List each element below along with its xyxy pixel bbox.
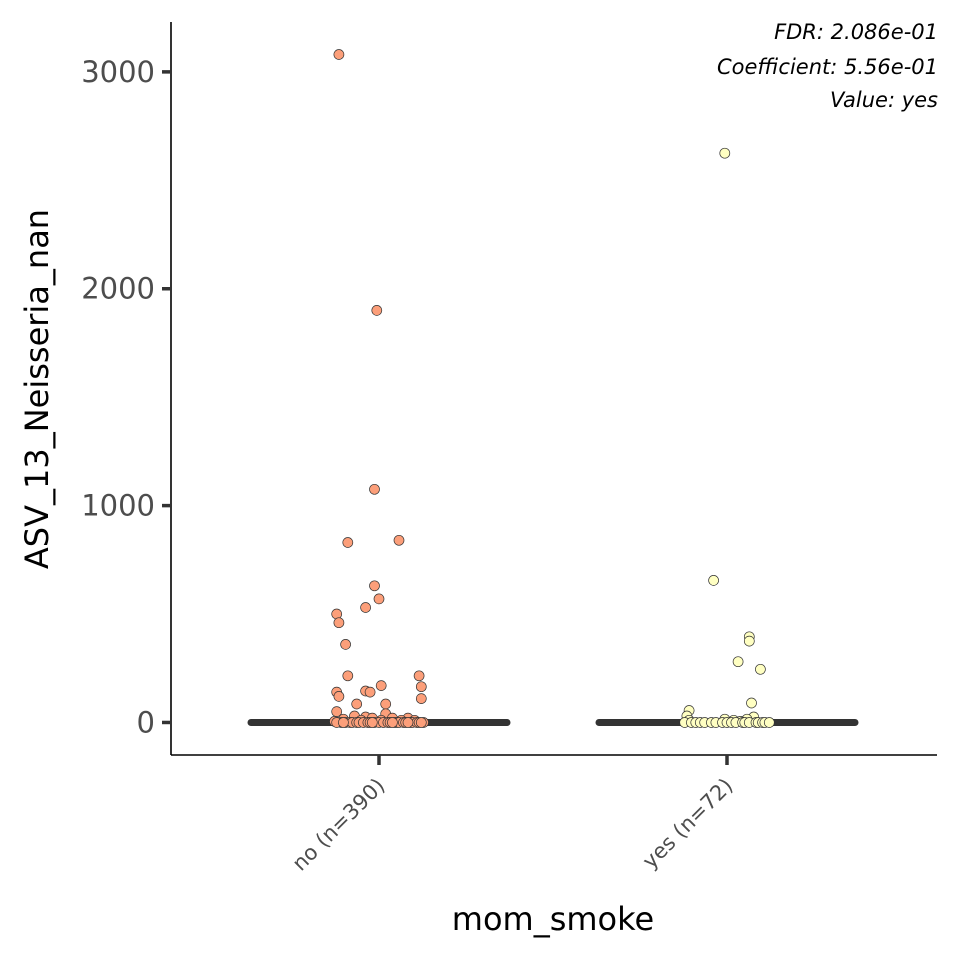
annotations: FDR: 2.086e-01 Coefficient: 5.56e-01 Val… [717, 20, 938, 112]
data-point [719, 147, 731, 159]
y-axis-title: ASV_13_Neisseria_nan [18, 209, 56, 569]
x-tick-label: yes (n=72) [638, 774, 738, 874]
data-point [369, 580, 380, 592]
data-point [763, 717, 775, 728]
data-point [331, 608, 343, 620]
data-point [413, 670, 425, 682]
y-tick-label: 0 [137, 705, 155, 739]
y-tick-label: 1000 [81, 489, 155, 523]
data-point [369, 483, 380, 495]
data-point [373, 593, 385, 605]
data-point [393, 534, 405, 546]
data-point [333, 691, 345, 702]
annotation-value: Value: yes [830, 88, 938, 112]
data-point [340, 639, 351, 650]
data-point [415, 693, 427, 704]
data-point [364, 686, 376, 698]
data-point [360, 602, 371, 613]
data-point [338, 717, 349, 728]
data-point [708, 575, 719, 586]
y-tick-label: 2000 [81, 272, 155, 306]
data-point [371, 305, 383, 316]
y-tick-label: 3000 [81, 55, 155, 89]
x-tick-label: no (n=390) [288, 774, 390, 876]
data-point [351, 698, 363, 710]
annotation-coefficient: Coefficient: 5.56e-01 [717, 55, 938, 79]
data-point [333, 49, 345, 60]
data-point [342, 537, 354, 548]
data-point [333, 617, 345, 629]
data-point [743, 635, 755, 647]
y-ticks: 0 1000 2000 3000 [81, 55, 171, 739]
data-point [375, 680, 387, 691]
data-point [732, 656, 744, 668]
data-point [342, 670, 354, 682]
data-point [380, 698, 392, 710]
data-point [746, 697, 757, 709]
data-point [415, 717, 427, 728]
data-point [755, 663, 766, 675]
data-point [366, 717, 378, 728]
data-point [402, 717, 414, 728]
data-point [387, 717, 398, 728]
x-axis-title: mom_smoke [452, 900, 654, 938]
data-points [329, 49, 775, 728]
data-point [415, 681, 427, 693]
annotation-fdr: FDR: 2.086e-01 [774, 20, 938, 44]
axes [170, 22, 937, 756]
x-ticks: no (n=390) yes (n=72) [288, 755, 738, 876]
